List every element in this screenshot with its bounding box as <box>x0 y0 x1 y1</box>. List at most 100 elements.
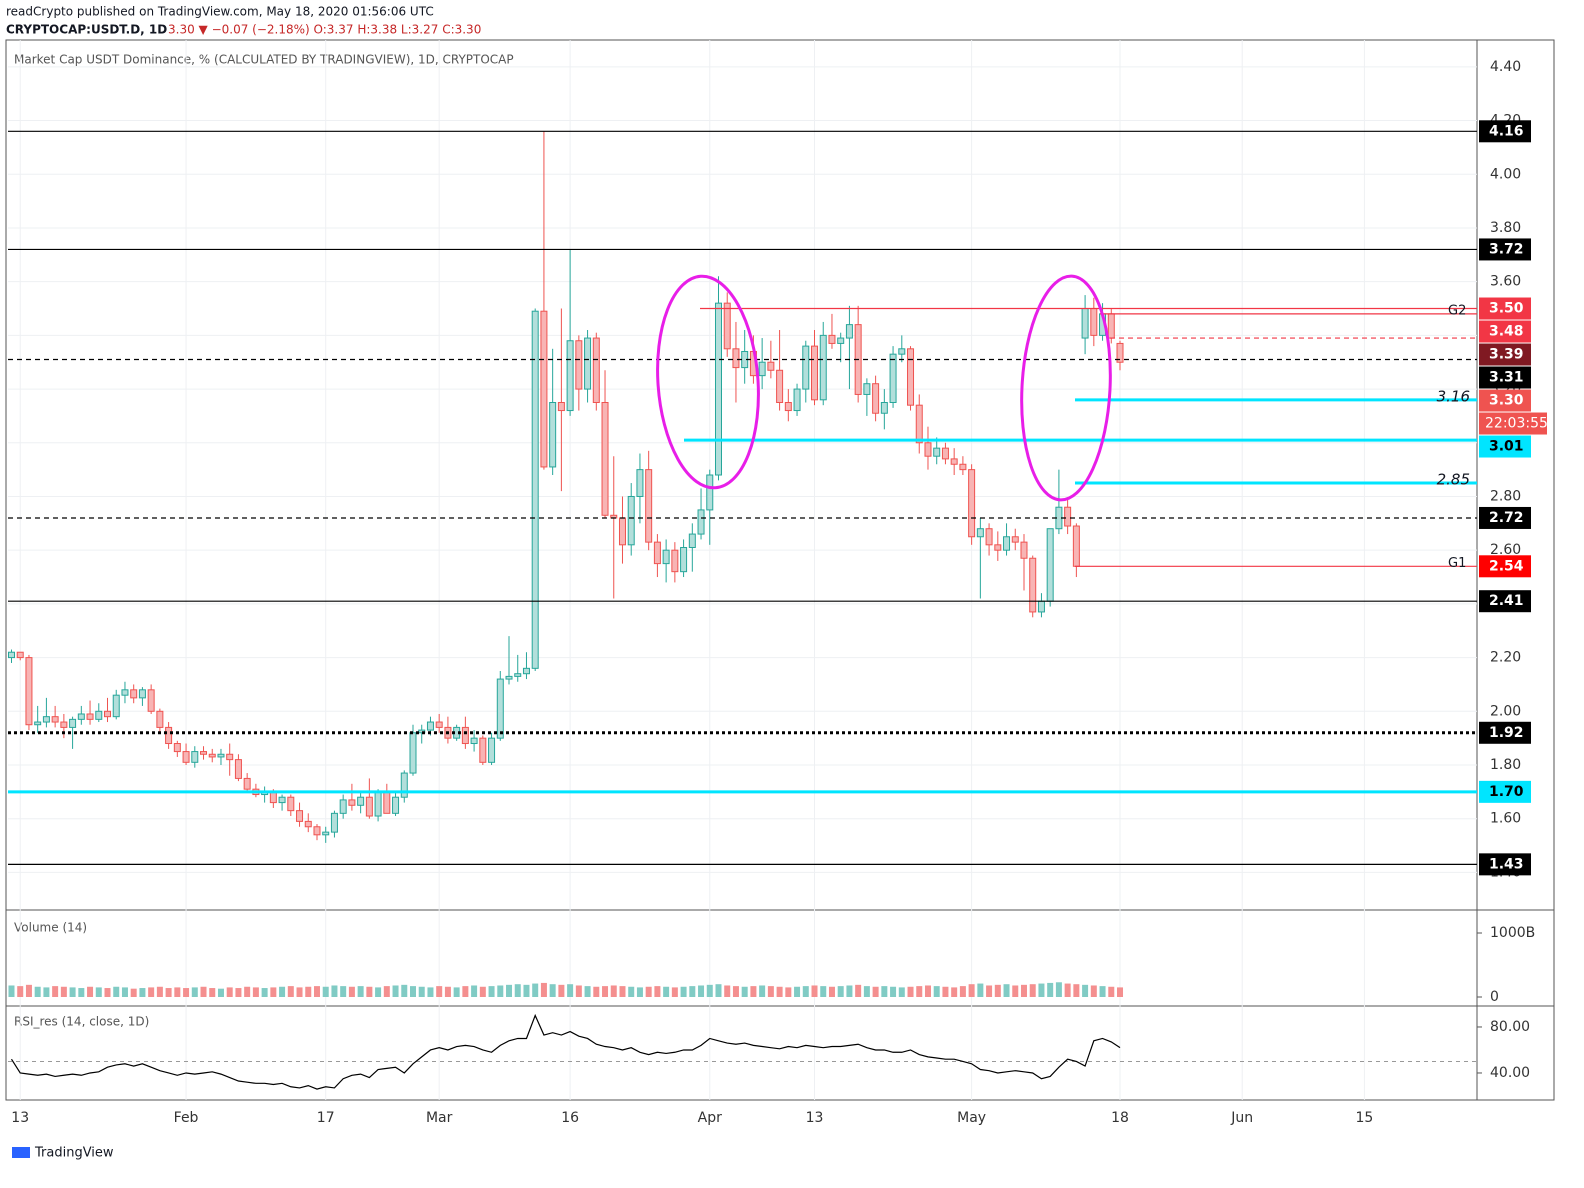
candle-body <box>907 348 915 406</box>
volume-bar <box>235 988 242 997</box>
rsi-title: RSI_res (14, close, 1D) <box>14 1015 149 1029</box>
volume-bar <box>907 986 914 997</box>
candle-body <box>330 812 338 833</box>
candle-body <box>34 721 42 726</box>
volume-bar <box>113 986 120 997</box>
price-badge-label: 3.30 <box>1489 393 1524 409</box>
candle-body <box>915 404 923 444</box>
x-tick-label: 16 <box>561 1110 579 1126</box>
candle-body <box>793 388 801 412</box>
candle-body <box>1011 536 1019 543</box>
candle-body <box>828 334 836 344</box>
candle-body <box>601 402 609 516</box>
volume-bar <box>410 986 417 997</box>
volume-bar <box>375 987 382 997</box>
volume-bar <box>287 986 294 997</box>
volume-bar <box>811 985 818 997</box>
candle-body <box>557 402 565 412</box>
volume-bar <box>1038 983 1045 997</box>
volume-bar <box>209 988 216 997</box>
volume-bar <box>706 984 713 997</box>
volume-bar <box>261 988 268 997</box>
volume-bar <box>593 986 600 997</box>
candle-body <box>339 799 347 814</box>
volume-bar <box>348 986 355 997</box>
volume-bar <box>78 988 85 997</box>
volume-bar <box>794 986 801 997</box>
volume-bar <box>104 988 111 997</box>
volume-bar <box>732 986 739 997</box>
y-tick-label: 4.40 <box>1490 59 1521 75</box>
candle-body <box>627 495 635 546</box>
candle-body <box>933 447 941 457</box>
volume-tick-label: 0 <box>1490 989 1499 1005</box>
volume-bar <box>785 987 792 997</box>
candle-body <box>208 753 216 758</box>
publish-line: readCrypto published on TradingView.com,… <box>6 5 434 19</box>
candle-body <box>540 310 548 468</box>
candle-body <box>575 340 583 390</box>
volume-bar <box>994 984 1001 997</box>
volume-bar <box>357 986 364 997</box>
candle-body <box>470 737 478 745</box>
volume-bar <box>575 985 582 997</box>
volume-bar <box>497 985 504 997</box>
candle-body <box>845 324 853 339</box>
price-badge <box>1479 366 1531 389</box>
candle-body <box>217 753 225 758</box>
symbol: CRYPTOCAP:USDT.D, 1D <box>6 23 167 37</box>
volume-bar <box>462 986 469 997</box>
volume-bar <box>427 987 434 997</box>
volume-bar <box>121 987 128 997</box>
volume-bar <box>418 986 425 997</box>
candle-body <box>16 651 24 659</box>
x-tick-label: 15 <box>1355 1110 1373 1126</box>
candle-body <box>86 713 94 720</box>
candle-body <box>941 447 949 460</box>
volume-bar <box>479 986 486 997</box>
candle-body <box>374 791 382 817</box>
candle-body <box>165 726 173 745</box>
candle-body <box>1003 536 1011 551</box>
candle-body <box>706 474 714 511</box>
volume-bar <box>698 985 705 997</box>
candle-body <box>514 673 522 677</box>
candle-body <box>435 721 443 728</box>
candle-body <box>994 544 1002 551</box>
candle-body <box>191 751 199 763</box>
volume-bar <box>567 984 574 997</box>
candle-body <box>426 721 434 731</box>
price-badge <box>1479 853 1531 876</box>
price-badge-label: 3.72 <box>1489 241 1524 257</box>
volume-bar <box>183 988 190 997</box>
volume-bar <box>654 986 661 997</box>
candle-body <box>156 710 164 728</box>
candle-body <box>880 402 888 414</box>
candle-body <box>130 689 138 699</box>
price-badge-label: 1.70 <box>1489 784 1524 800</box>
volume-bar <box>933 986 940 997</box>
annotation-circle <box>656 274 760 490</box>
candle-body <box>304 820 312 828</box>
candle-body <box>1020 541 1028 559</box>
volume-bar <box>296 987 303 997</box>
candle-body <box>234 759 242 779</box>
volume-bar <box>1012 985 1019 997</box>
candle-body <box>898 348 906 355</box>
volume-bar <box>95 987 102 997</box>
volume-bar <box>881 986 888 997</box>
price-badge <box>1479 780 1531 803</box>
volume-bar <box>1055 982 1062 997</box>
volume-bar <box>977 983 984 997</box>
volume-bar <box>558 984 565 997</box>
candle-body <box>488 737 496 763</box>
candle-body <box>278 796 286 804</box>
volume-bar <box>750 986 757 997</box>
volume-bar <box>855 984 862 997</box>
y-tick-label: 3.60 <box>1490 274 1521 290</box>
candle-body <box>837 337 845 344</box>
legend: Market Cap USDT Dominance, % (CALCULATED… <box>14 53 514 67</box>
volume-bar <box>584 986 591 997</box>
volume-bar <box>1099 986 1106 997</box>
x-tick-label: 18 <box>1111 1110 1129 1126</box>
